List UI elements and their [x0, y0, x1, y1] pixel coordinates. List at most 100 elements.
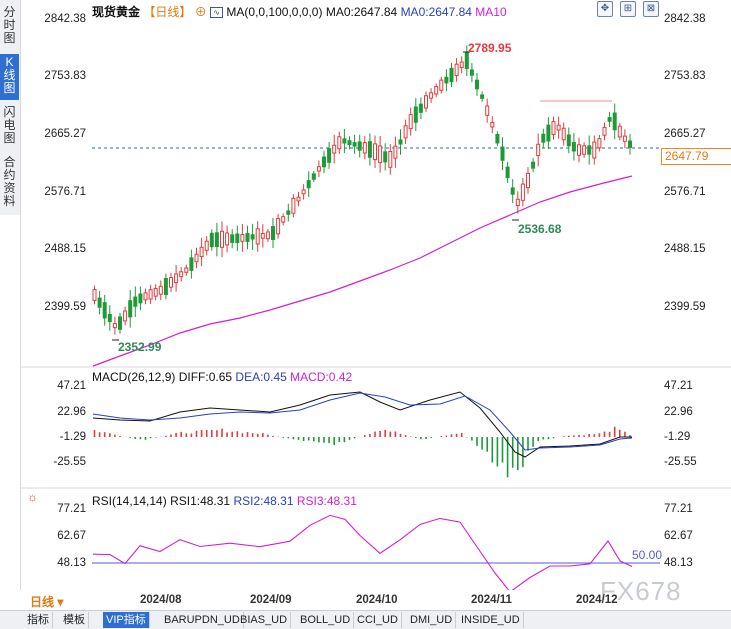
rsi2-value: RSI2:48.31 [233, 494, 294, 508]
macd-tick-left: 47.21 [57, 380, 86, 392]
candle [536, 143, 541, 157]
candle [316, 166, 321, 172]
y-tick: 2753.83 [664, 70, 706, 82]
candle [133, 296, 138, 307]
tab-indicator[interactable]: 指标 [24, 612, 53, 628]
rsi-tick: 62.67 [664, 530, 693, 542]
candle [500, 146, 505, 161]
candle [296, 196, 301, 202]
y-tick-left: 2753.83 [44, 70, 86, 82]
candle [403, 125, 408, 139]
crosshair-icon[interactable]: ✥ [597, 1, 613, 17]
candle [434, 86, 439, 95]
candle [505, 166, 510, 179]
tab-inside[interactable]: INSIDE_UD [458, 612, 524, 628]
period-selector-label: 日线 [30, 595, 55, 609]
ma0-label: MA0:2647.84 [325, 5, 398, 19]
candle [230, 234, 235, 243]
candle [362, 142, 367, 154]
candle [271, 226, 275, 240]
candle [388, 150, 393, 168]
view-tabs: 分时图 K线图 闪电图 合约资料 [0, 0, 21, 215]
candle [245, 232, 250, 242]
candle [220, 230, 224, 248]
candle [163, 277, 168, 295]
tab-barupdn[interactable]: BARUPDN_UD [161, 612, 244, 628]
macd-dea-line [92, 392, 633, 451]
tab-cci[interactable]: CCI_UD [354, 612, 402, 628]
candle [347, 140, 352, 146]
tab-flash[interactable]: 闪电图 [3, 105, 16, 145]
macd-tick-left: -25.55 [53, 456, 86, 468]
candle [291, 197, 296, 214]
ma10-label: MA10 [475, 5, 507, 19]
period-selector[interactable]: 日线 ▾ [30, 593, 63, 610]
candle [495, 133, 500, 144]
macd-value: MACD:0.42 [290, 370, 353, 384]
ma0-label-2: MA0:2647.84 [400, 5, 472, 19]
y-tick-left: 2576.71 [44, 186, 86, 198]
y-tick-left: 2488.15 [44, 243, 86, 255]
candle [612, 112, 617, 131]
candle [597, 138, 602, 149]
candlestick-series [92, 45, 632, 335]
candle [429, 92, 434, 99]
candle [281, 216, 286, 223]
tab-vip-indicator[interactable]: VIP指标 [103, 612, 150, 628]
chart-frame [20, 0, 731, 590]
candle [352, 142, 357, 147]
date-axis: 日线 ▾ 2024/08 2024/09 2024/10 2024/11 202… [20, 591, 731, 610]
tab-contract-info[interactable]: 合约资料 [3, 155, 16, 208]
candle [607, 117, 612, 122]
candle [469, 69, 474, 76]
ma-line [92, 175, 633, 367]
fullscreen-icon[interactable]: ⊞ [620, 1, 636, 17]
candle [408, 114, 413, 130]
tab-boll[interactable]: BOLL_UD [297, 612, 355, 628]
candle [587, 145, 592, 155]
high-annotation: 2789.95 [468, 41, 512, 55]
y-tick-left: 2842.38 [44, 13, 86, 25]
candle [541, 133, 546, 143]
candle [582, 145, 587, 155]
candle [526, 172, 530, 189]
date-label: 2024/09 [250, 594, 292, 606]
candle [102, 302, 107, 319]
macd-series [92, 391, 633, 478]
macd-tick: -1.29 [664, 431, 691, 443]
candle [118, 316, 122, 330]
y-tick: 2576.71 [664, 186, 706, 198]
rsi-sun-icon[interactable]: ☼ [27, 490, 38, 504]
candle [260, 232, 265, 239]
candle [475, 79, 479, 90]
date-label: 2024/11 [471, 594, 512, 606]
rsi1-value: RSI1:48.31 [170, 494, 231, 508]
candle [322, 156, 326, 168]
macd-diff: DIFF:0.65 [178, 370, 233, 384]
date-label: 2024/12 [576, 594, 618, 606]
candle [373, 143, 377, 161]
date-label: 2024/10 [356, 594, 398, 606]
candle [153, 288, 158, 297]
tab-timeshare[interactable]: 分时图 [3, 5, 16, 45]
macd-tick-left: -1.29 [59, 431, 86, 443]
macd-tick: -25.55 [664, 456, 697, 468]
candle [367, 141, 372, 158]
candle [148, 289, 153, 300]
tab-kline[interactable]: K线图 [0, 54, 19, 100]
candle [199, 246, 204, 257]
tab-template[interactable]: 模板 [60, 612, 89, 628]
tab-dmi[interactable]: DMI_UD [407, 612, 457, 628]
candle [520, 183, 525, 201]
candle [209, 232, 214, 248]
tab-bias[interactable]: BIAS_UD [237, 612, 292, 628]
settings-icon[interactable]: ⊕ [194, 5, 207, 19]
candle [332, 144, 337, 154]
rsi-tick: 48.13 [664, 557, 693, 569]
candle [357, 141, 362, 151]
indicator-icon[interactable]: ∿ [210, 7, 224, 19]
candle [179, 271, 184, 278]
close-icon[interactable]: ⊠ [643, 1, 659, 17]
y-tick: 2399.59 [664, 301, 706, 313]
candle [515, 198, 520, 207]
